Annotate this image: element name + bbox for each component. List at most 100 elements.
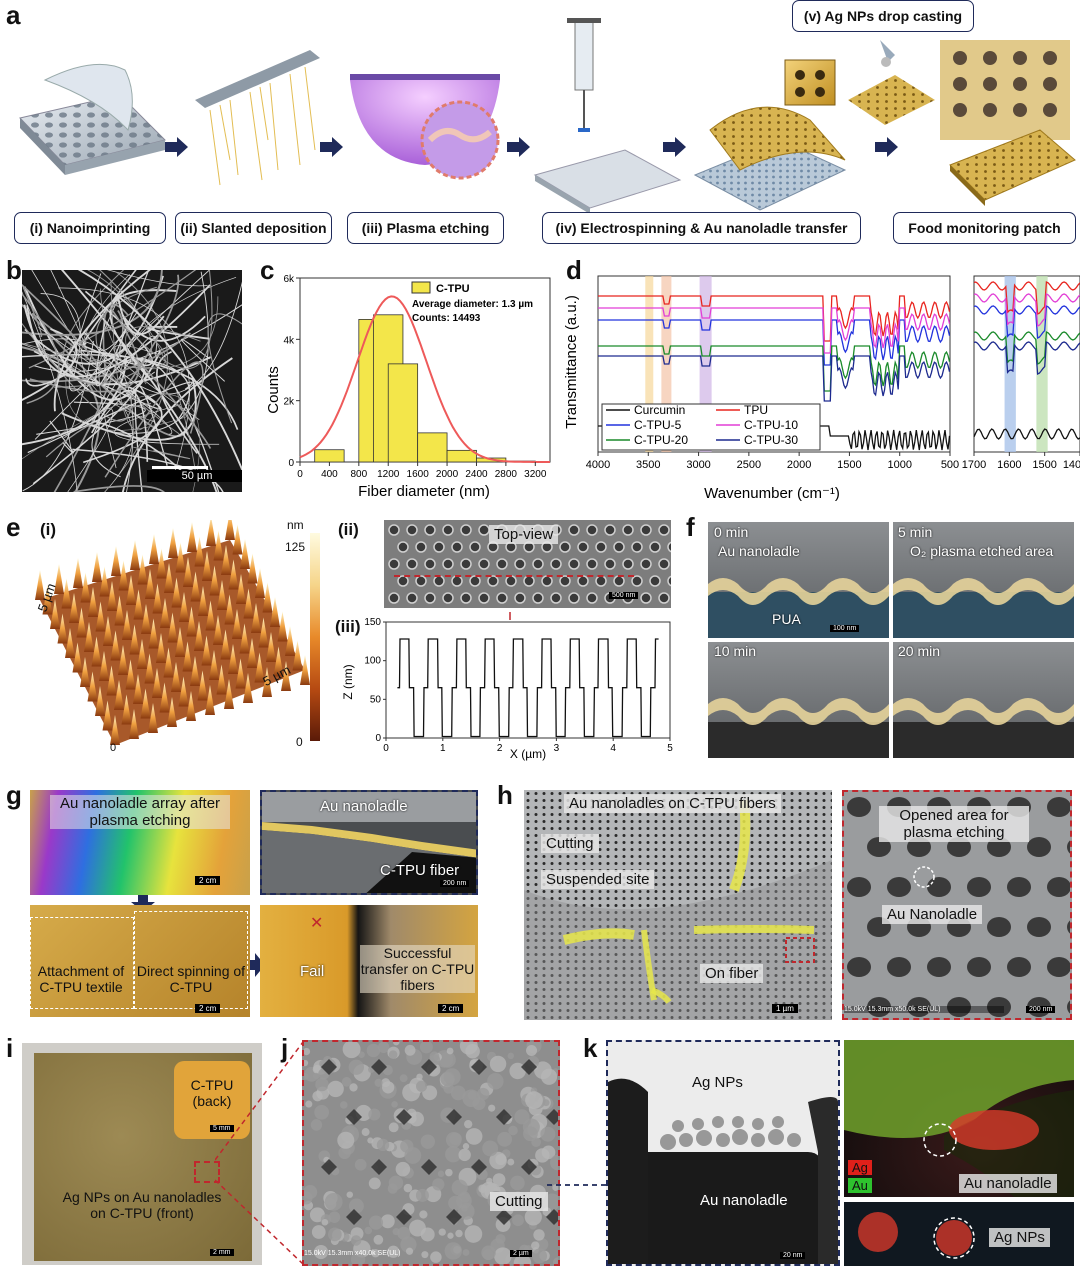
h2-hole bbox=[867, 837, 891, 857]
np-grain bbox=[462, 1249, 470, 1256]
np-grain bbox=[510, 1175, 525, 1191]
afm-pillar bbox=[236, 574, 246, 604]
np-grain bbox=[400, 1236, 417, 1253]
topview-hole bbox=[397, 575, 409, 587]
np-grain bbox=[388, 1050, 398, 1059]
afm-pillar bbox=[190, 571, 201, 602]
cross-section-cell bbox=[708, 522, 889, 638]
topview-hole bbox=[640, 592, 652, 604]
np-grain bbox=[350, 1235, 362, 1246]
afm-pillar bbox=[228, 644, 238, 674]
afm-colorbar bbox=[310, 533, 320, 741]
np-grain bbox=[315, 1077, 329, 1092]
j-pit bbox=[396, 1209, 412, 1225]
j-pit bbox=[321, 1159, 337, 1175]
np-grain bbox=[535, 1148, 550, 1163]
np-grain bbox=[552, 1257, 558, 1264]
afm-pillar bbox=[72, 642, 83, 673]
afm-pillar bbox=[209, 650, 219, 680]
i-zoom-box bbox=[194, 1161, 220, 1183]
g-scale-1: 2 cm bbox=[195, 876, 221, 885]
afm-pillar bbox=[160, 598, 170, 628]
h2-hole bbox=[967, 957, 991, 977]
afm-pillar bbox=[99, 566, 110, 597]
afm-pillar bbox=[213, 615, 223, 645]
fiber-strand bbox=[95, 286, 180, 435]
tem-drawing bbox=[608, 1078, 838, 1264]
colorbar-max: 125 bbox=[285, 540, 306, 554]
afm-pillar bbox=[285, 626, 295, 656]
np-grain bbox=[346, 1191, 354, 1198]
np-grain bbox=[311, 1225, 326, 1239]
direct-region bbox=[134, 911, 248, 1009]
np-grain bbox=[388, 1122, 399, 1133]
chart-e-frame bbox=[385, 621, 671, 739]
j-pit bbox=[446, 1109, 462, 1125]
h2-hole bbox=[887, 957, 911, 977]
au-nanoladle-layer bbox=[893, 578, 1074, 605]
np-grain bbox=[429, 1051, 440, 1062]
afm-pillar bbox=[125, 659, 136, 690]
slanted-deposition-illustration bbox=[195, 50, 320, 186]
h2-hole bbox=[947, 997, 971, 1017]
y-tick-label: 100 bbox=[364, 656, 381, 667]
topview-hole bbox=[406, 524, 418, 536]
np-grain bbox=[449, 1132, 462, 1146]
panel-e-sub-i: (i) bbox=[40, 520, 57, 539]
np-grain bbox=[432, 1178, 445, 1191]
legend-label: TPU bbox=[744, 403, 768, 417]
j-pit bbox=[446, 1209, 462, 1225]
fiber-strand bbox=[104, 361, 204, 478]
topview-hole bbox=[469, 575, 481, 587]
afm-pillar bbox=[110, 630, 121, 661]
np-grain bbox=[507, 1052, 515, 1060]
afm-pillar bbox=[126, 575, 136, 605]
afm-pillar bbox=[129, 709, 139, 739]
np-grain bbox=[458, 1148, 471, 1162]
topview-hole bbox=[505, 575, 517, 587]
x-tick-label: 800 bbox=[350, 469, 367, 480]
x-tick-label: 4000 bbox=[586, 459, 610, 471]
panel-label-g: g bbox=[6, 780, 22, 810]
topview-hole bbox=[433, 541, 445, 553]
h2-hole bbox=[1047, 797, 1070, 817]
np-grain bbox=[403, 1183, 413, 1193]
x-tick-label: 1500 bbox=[837, 459, 861, 471]
topview-hole bbox=[424, 558, 436, 570]
histogram-bar bbox=[387, 363, 419, 463]
h2-hole bbox=[927, 877, 951, 897]
afm-pillar bbox=[239, 623, 250, 654]
afm-pillar bbox=[243, 673, 253, 703]
profile-line bbox=[394, 575, 634, 577]
np-grain bbox=[419, 1042, 433, 1054]
afm-pillar bbox=[255, 568, 265, 598]
afm-pillar bbox=[186, 691, 196, 721]
j-pit bbox=[521, 1159, 537, 1175]
afm-pillar bbox=[84, 622, 94, 652]
j-pit bbox=[546, 1209, 558, 1225]
topview-hole bbox=[658, 592, 670, 604]
np-grain bbox=[387, 1245, 400, 1258]
topview-hole bbox=[604, 524, 616, 536]
cross-section-cell bbox=[708, 642, 889, 758]
inset-spectrum-line bbox=[973, 280, 1080, 316]
np-grain bbox=[524, 1208, 542, 1226]
afm-pillar bbox=[182, 641, 193, 672]
topview-hole bbox=[649, 541, 661, 553]
topview-hole bbox=[622, 524, 634, 536]
np-grain bbox=[404, 1044, 416, 1056]
chart-d-ylabel: Transmittance (a.u.) bbox=[563, 295, 580, 429]
opened-area-sem: Opened area for plasma etching Au Nanola… bbox=[842, 790, 1072, 1020]
np-grain bbox=[508, 1125, 518, 1136]
inset-spectrum-line bbox=[973, 340, 1080, 376]
np-grain bbox=[304, 1072, 309, 1080]
np-grain bbox=[364, 1226, 373, 1235]
h-sem-texture bbox=[524, 790, 832, 1020]
eds-map-top: Ag Au Au nanoladle bbox=[844, 1040, 1074, 1197]
fiber-strand bbox=[181, 338, 226, 382]
np-grain bbox=[415, 1188, 429, 1202]
topview-hole bbox=[667, 541, 671, 553]
h2-hole bbox=[1047, 877, 1070, 897]
afm-pillar bbox=[99, 651, 109, 681]
